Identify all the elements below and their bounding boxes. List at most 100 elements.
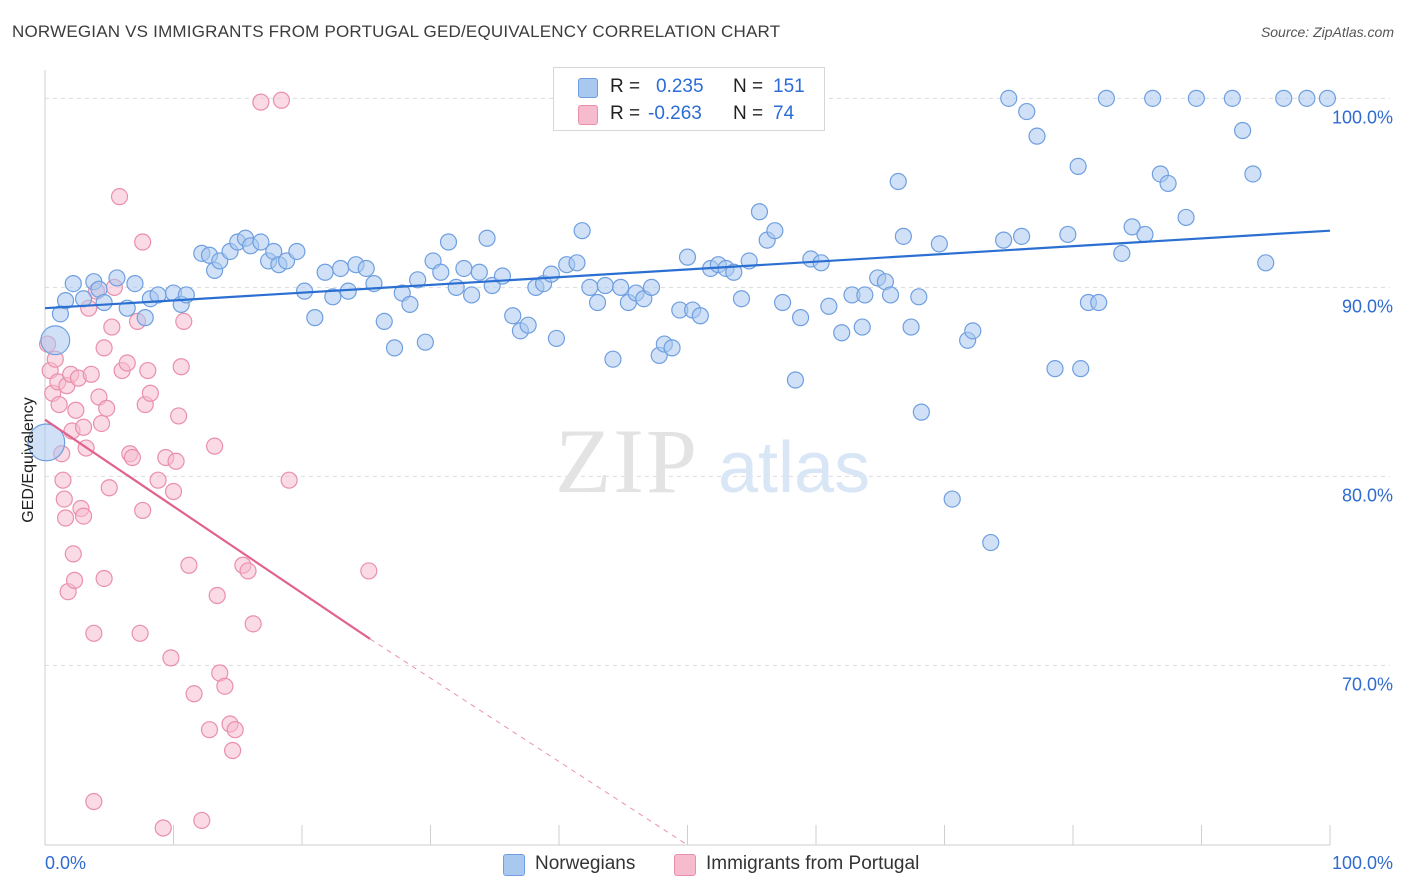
norwegians-point (375, 312, 393, 331)
legend-r-value: -0.263 (648, 103, 702, 124)
y-tick-label: 70.0% (1342, 674, 1393, 694)
norwegians-point (357, 259, 375, 278)
norwegians-point (881, 286, 900, 304)
norwegians-point (773, 293, 792, 312)
x-tick-label-max: 100.0% (1332, 853, 1393, 873)
portugal-point (200, 721, 219, 739)
chart-title: NORWEGIAN VS IMMIGRANTS FROM PORTUGAL GE… (12, 22, 781, 41)
norwegians-point (1046, 360, 1064, 378)
y-tick-label: 90.0% (1342, 296, 1393, 316)
norwegians-point (504, 307, 522, 325)
portugal-point (55, 490, 73, 508)
portugal-point (154, 819, 172, 837)
norwegians-point (596, 276, 614, 295)
norwegians-point (642, 278, 661, 296)
norwegians-point (1257, 254, 1275, 272)
source-credit: Source: ZipAtlas.com (1260, 24, 1394, 40)
norwegians-point (74, 290, 93, 308)
norwegians-point (1123, 218, 1141, 236)
norwegians-point (1144, 89, 1162, 107)
norwegians-point (1059, 225, 1077, 244)
bottom-legend-label: Norwegians (535, 853, 636, 874)
legend-n-label: N = (733, 103, 764, 124)
bottom-legend-swatch-pink (674, 854, 696, 876)
norwegians-point (409, 271, 427, 289)
x-tick-label-min: 0.0% (45, 853, 86, 873)
norwegians-point (982, 533, 1000, 552)
portugal-point (131, 624, 149, 642)
norwegians-point (136, 309, 154, 327)
norwegians-point (447, 278, 465, 296)
norwegians-point (588, 293, 607, 312)
portugal-trend-extension (369, 638, 688, 846)
legend-n-value: 74 (773, 103, 795, 124)
correlation-legend: R = 0.235 N = 151 R = -0.263 N = 74 (553, 67, 825, 131)
norwegians-point (1028, 127, 1046, 145)
norwegians-point (766, 222, 784, 240)
norwegians-point (894, 227, 912, 245)
norwegians-point (1318, 89, 1337, 107)
norwegians-point (385, 339, 404, 357)
norwegians-point (663, 339, 681, 357)
portugal-point (272, 91, 291, 109)
norwegians-point (1012, 227, 1031, 245)
portugal-point (208, 586, 226, 605)
legend-n-label: N = (733, 76, 764, 97)
portugal-point (216, 677, 234, 695)
portugal-point (149, 471, 167, 489)
norwegians-point (1090, 293, 1108, 312)
norwegians-point (604, 350, 622, 368)
norwegians-point (416, 333, 434, 351)
portugal-point (175, 312, 193, 331)
series-norwegians (27, 89, 1337, 552)
portugal-point (85, 792, 103, 811)
norwegians-point (1136, 225, 1154, 244)
norwegians-point (902, 318, 920, 336)
norwegians-point (547, 329, 566, 348)
norwegians-point (812, 254, 830, 272)
watermark-zip: ZIP (555, 410, 699, 512)
norwegians-point (833, 324, 851, 342)
portugal-point (167, 452, 185, 470)
norwegians-point (1187, 89, 1205, 107)
portugal-point (226, 721, 244, 739)
portugal-point (98, 399, 116, 417)
portugal-trend-line (44, 418, 371, 640)
portugal-point (56, 509, 75, 527)
norwegians-point (1177, 208, 1195, 227)
axis-labels: 100.0% 90.0% 80.0% 70.0% 0.0% 100.0% GED/Equiv… (20, 107, 1393, 873)
portugal-point (185, 685, 203, 703)
portugal-point (118, 354, 136, 372)
norwegians-point (1234, 121, 1252, 140)
norwegians-point (324, 288, 342, 306)
norwegians-point (1072, 360, 1090, 378)
norwegians-point (912, 403, 930, 421)
portugal-point (139, 361, 157, 380)
portugal-point (360, 562, 378, 580)
norwegians-point (573, 222, 591, 240)
norwegians-point (288, 242, 306, 261)
norwegians-point (316, 263, 334, 281)
bottom-legend-swatch-blue (503, 854, 525, 876)
norwegians-point (612, 278, 630, 296)
portugal-point (74, 418, 93, 436)
portugal-point (95, 339, 113, 357)
portugal-point (92, 414, 111, 433)
portugal-point (100, 479, 118, 497)
portugal-point (123, 448, 141, 467)
norwegians-point (856, 286, 874, 304)
norwegians-point (853, 318, 871, 336)
portugal-point (134, 501, 152, 520)
norwegians-trend-line (44, 229, 1331, 310)
norwegians-point (964, 322, 982, 340)
portugal-point (224, 741, 242, 760)
norwegians-point (470, 263, 488, 281)
portugal-point (64, 545, 82, 563)
norwegians-point (27, 423, 66, 462)
norwegians-point (95, 293, 113, 312)
series-immigrants-from-portugal (38, 91, 378, 837)
portugal-point (54, 471, 72, 489)
norwegians-point (1159, 174, 1177, 193)
legend-swatch-pink (578, 105, 598, 125)
norwegians-point (725, 263, 743, 281)
